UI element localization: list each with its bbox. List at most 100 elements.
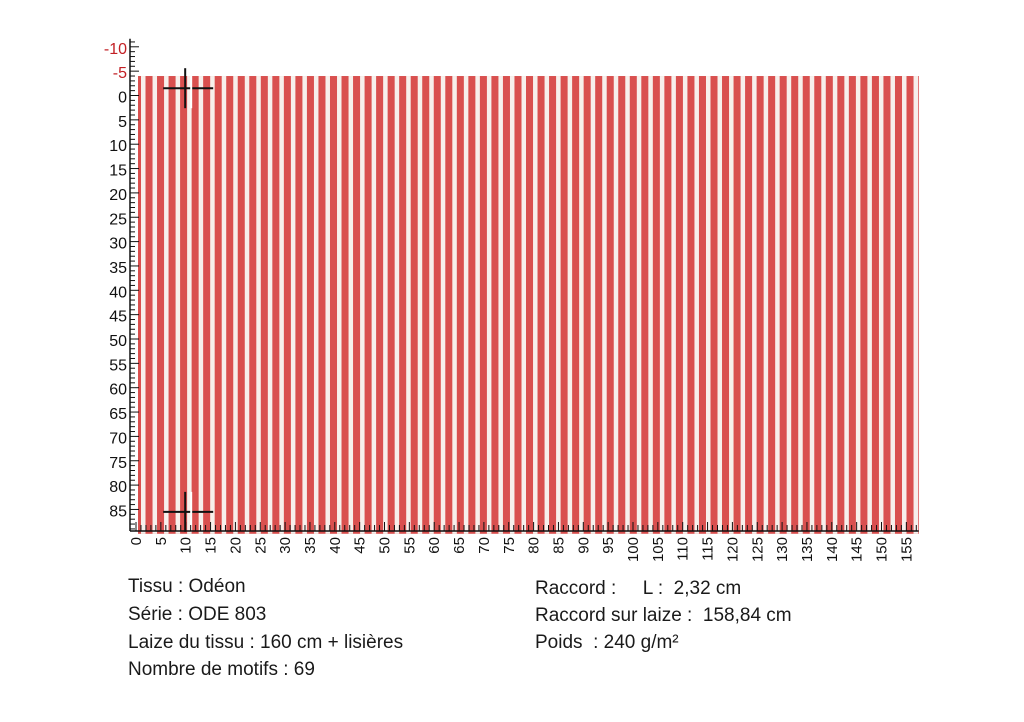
horizontal-tick-label: 115: [700, 537, 717, 561]
horizontal-tick-label: 110: [675, 537, 692, 561]
vertical-tick-label: 65: [109, 406, 127, 423]
vertical-tick-label: 10: [109, 138, 127, 155]
horizontal-tick-label: 30: [277, 537, 294, 554]
horizontal-tick-label: 90: [575, 537, 592, 554]
vertical-tick-label: 55: [109, 357, 127, 374]
fabric-stripe: [509, 76, 515, 534]
fabric-stripe: [556, 76, 561, 534]
horizontal-tick-label: 145: [849, 537, 866, 562]
repeat-on-width: Raccord sur laize : 158,84 cm: [535, 605, 792, 626]
vertical-tick-label: 75: [109, 455, 127, 472]
horizontal-tick-label: 80: [526, 537, 543, 554]
vertical-tick-label: 15: [109, 163, 127, 180]
fabric-stripe: [867, 76, 872, 534]
fabric-stripe: [302, 76, 307, 534]
fabric-stripe: [671, 76, 676, 534]
fabric-stripe: [417, 76, 423, 534]
horizontal-tick-label: 65: [451, 537, 468, 554]
vertical-tick-label: 85: [109, 503, 127, 520]
fabric-stripe: [902, 76, 907, 534]
fabric-stripe: [371, 76, 377, 534]
fabric-stripe: [786, 76, 792, 534]
fabric-stripe: [290, 76, 296, 534]
repeat-length: Raccord : L : 2,32 cm: [535, 578, 742, 599]
vertical-tick-label: 0: [118, 90, 127, 107]
fabric-stripe: [913, 76, 919, 534]
horizontal-tick-label: 150: [874, 537, 891, 562]
fabric-stripe: [694, 76, 699, 534]
horizontal-ruler: 0 5 10 15 20 25 30 35 40 45 50 55 60 65 70 75 80 85 90 95 10…: [128, 522, 919, 562]
registration-mark: [163, 68, 214, 109]
horizontal-tick-label: 50: [377, 537, 394, 554]
fabric-stripe: [279, 76, 284, 534]
fabric-stripe: [325, 76, 330, 534]
fabric-stripe: [486, 76, 492, 534]
vertical-tick-label: 70: [109, 430, 127, 447]
horizontal-tick-label: 20: [227, 537, 244, 554]
fabric-stripe: [175, 76, 181, 534]
vertical-tick-label: 40: [109, 284, 127, 301]
horizontal-tick-label: 45: [352, 537, 369, 554]
fabric-stripe: [798, 76, 803, 534]
fabric-stripe: [267, 76, 273, 534]
fabric-stripe: [567, 76, 573, 534]
fabric-stripe: [452, 76, 457, 534]
fabric-stripe: [348, 76, 354, 534]
horizontal-tick-label: 130: [774, 537, 791, 562]
horizontal-tick-label: 40: [327, 537, 344, 554]
fabric-width: Laize du tissu : 160 cm + lisières: [128, 632, 404, 653]
registration-mark: [163, 491, 214, 532]
fabric-stripe: [717, 76, 723, 534]
fabric-stripe: [440, 76, 446, 534]
fabric-stripe: [521, 76, 526, 534]
horizontal-tick-label: 15: [203, 537, 220, 554]
fabric-stripe: [533, 76, 538, 534]
horizontal-tick-label: 70: [476, 537, 493, 554]
fabric-stripe: [544, 76, 550, 534]
fabric-stripe: [256, 76, 261, 534]
fabric-stripe: [775, 76, 780, 534]
fabric-stripe: [210, 76, 215, 534]
fabric-stripe: [682, 76, 688, 534]
horizontal-tick-label: 135: [799, 537, 816, 562]
fabric-series: Série : ODE 803: [128, 604, 267, 625]
fabric-stripe: [141, 76, 146, 534]
fabric-stripe: [602, 76, 607, 534]
fabric-stripe: [394, 76, 400, 534]
fabric-stripe: [429, 76, 434, 534]
fabric-stripe: [406, 76, 411, 534]
fabric-stripe: [164, 76, 169, 534]
fabric-stripe: [475, 76, 480, 534]
vertical-tick-label: 60: [109, 382, 127, 399]
horizontal-tick-label: 5: [153, 537, 170, 545]
fabric-stripe: [198, 76, 204, 534]
horizontal-tick-label: 95: [600, 537, 617, 554]
vertical-tick-label: -10: [104, 41, 127, 58]
fabric-stripe: [337, 76, 342, 534]
registration-marks: [163, 68, 214, 532]
horizontal-tick-label: 85: [550, 537, 567, 554]
fabric-stripe: [729, 76, 734, 534]
fabric-stripe: [187, 76, 192, 534]
vertical-tick-label: 35: [109, 260, 127, 277]
fabric-stripe: [463, 76, 469, 534]
fabric-stripe: [752, 76, 757, 534]
fabric-stripe: [360, 76, 365, 534]
fabric-stripe: [590, 76, 596, 534]
horizontal-tick-label: 55: [401, 537, 418, 554]
horizontal-tick-label: 155: [898, 537, 915, 562]
horizontal-tick-label: 140: [824, 537, 841, 562]
fabric-stripe: [763, 76, 769, 534]
fabric-stripe: [844, 76, 849, 534]
fabric-stripe: [313, 76, 319, 534]
fabric-stripe: [659, 76, 665, 534]
fabric-stripe: [636, 76, 642, 534]
fabric-swatch: [138, 76, 919, 534]
vertical-tick-label: -5: [113, 65, 127, 82]
fabric-stripe: [221, 76, 227, 534]
vertical-tick-label: 5: [118, 114, 127, 131]
horizontal-tick-label: 120: [724, 537, 741, 562]
vertical-ruler: -10 -5 0 5 10 15 20 25 30 35 40 45 50 55 60 65 70 75 80 85: [104, 38, 139, 531]
horizontal-tick-label: 35: [302, 537, 319, 554]
